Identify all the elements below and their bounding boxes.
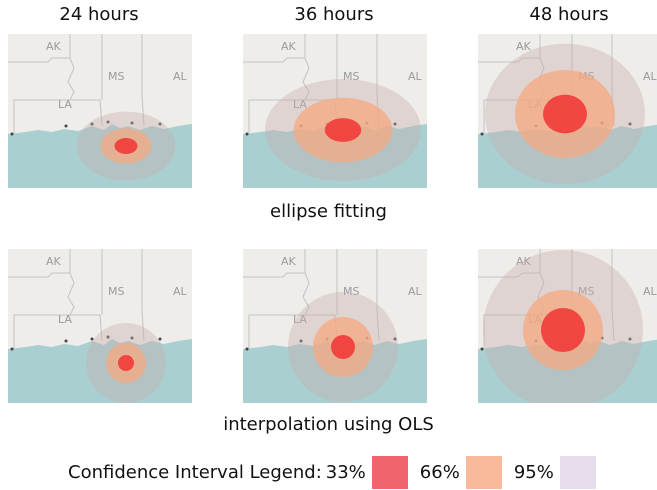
confidence-legend: Confidence Interval Legend: 33% 66% 95% bbox=[68, 454, 608, 490]
state-label-ak: AK bbox=[46, 40, 62, 53]
row-caption-ellipse: ellipse fitting bbox=[270, 201, 387, 222]
map-panel-ellipse-36h: AK MS AL LA bbox=[243, 34, 427, 188]
state-label-la: LA bbox=[293, 313, 307, 326]
legend-swatch-66 bbox=[465, 455, 502, 489]
city-markers bbox=[10, 335, 162, 351]
legend-label-66: 66% bbox=[419, 461, 460, 483]
map-svg: AK MS AL LA bbox=[243, 249, 427, 403]
city-markers bbox=[10, 120, 162, 136]
state-label-al: AL bbox=[643, 70, 657, 83]
state-borders bbox=[8, 34, 145, 134]
ci-33-region bbox=[114, 138, 138, 154]
state-label-la: LA bbox=[293, 98, 307, 111]
state-label-ms: MS bbox=[343, 285, 359, 298]
legend-label-95: 95% bbox=[513, 461, 554, 483]
state-label-al: AL bbox=[408, 70, 423, 83]
state-label-la: LA bbox=[58, 98, 72, 111]
state-label-al: AL bbox=[643, 285, 657, 298]
column-title-36h: 36 hours bbox=[294, 4, 374, 25]
state-label-ak: AK bbox=[281, 255, 297, 268]
column-title-24h: 24 hours bbox=[59, 4, 139, 25]
map-panel-ols-24h: AK MS AL LA bbox=[8, 249, 192, 403]
ci-33-region bbox=[543, 94, 587, 134]
state-label-ms: MS bbox=[578, 285, 594, 298]
ci-33-region bbox=[331, 335, 355, 359]
row-caption-ols: interpolation using OLS bbox=[223, 414, 434, 435]
state-label-la: LA bbox=[58, 313, 72, 326]
map-panel-ols-36h: AK MS AL LA bbox=[243, 249, 427, 403]
state-label-ak: AK bbox=[46, 255, 62, 268]
state-label-ms: MS bbox=[343, 70, 359, 83]
gulf-water bbox=[8, 339, 192, 403]
ci-33-region bbox=[324, 118, 362, 142]
state-label-ak: AK bbox=[281, 40, 297, 53]
legend-swatch-33 bbox=[371, 455, 408, 489]
legend-swatch-95 bbox=[559, 455, 596, 489]
state-label-al: AL bbox=[173, 70, 188, 83]
state-borders bbox=[8, 249, 145, 349]
state-label-ms: MS bbox=[108, 70, 124, 83]
map-svg: AK MS AL LA bbox=[8, 34, 192, 188]
state-label-ak: AK bbox=[516, 40, 532, 53]
ci-33-region bbox=[541, 308, 585, 352]
legend-title: Confidence Interval Legend: bbox=[68, 461, 322, 483]
state-label-al: AL bbox=[173, 285, 188, 298]
map-svg: AK MS AL LA bbox=[243, 34, 427, 188]
map-svg: AK MS AL LA bbox=[8, 249, 192, 403]
legend-label-33: 33% bbox=[325, 461, 366, 483]
state-label-al: AL bbox=[408, 285, 423, 298]
gulf-water bbox=[478, 339, 657, 403]
state-label-ak: AK bbox=[516, 255, 532, 268]
state-label-ms: MS bbox=[108, 285, 124, 298]
ci-33-region bbox=[118, 355, 134, 371]
map-panel-ellipse-24h: AK MS AL LA bbox=[8, 34, 192, 188]
column-title-48h: 48 hours bbox=[529, 4, 609, 25]
